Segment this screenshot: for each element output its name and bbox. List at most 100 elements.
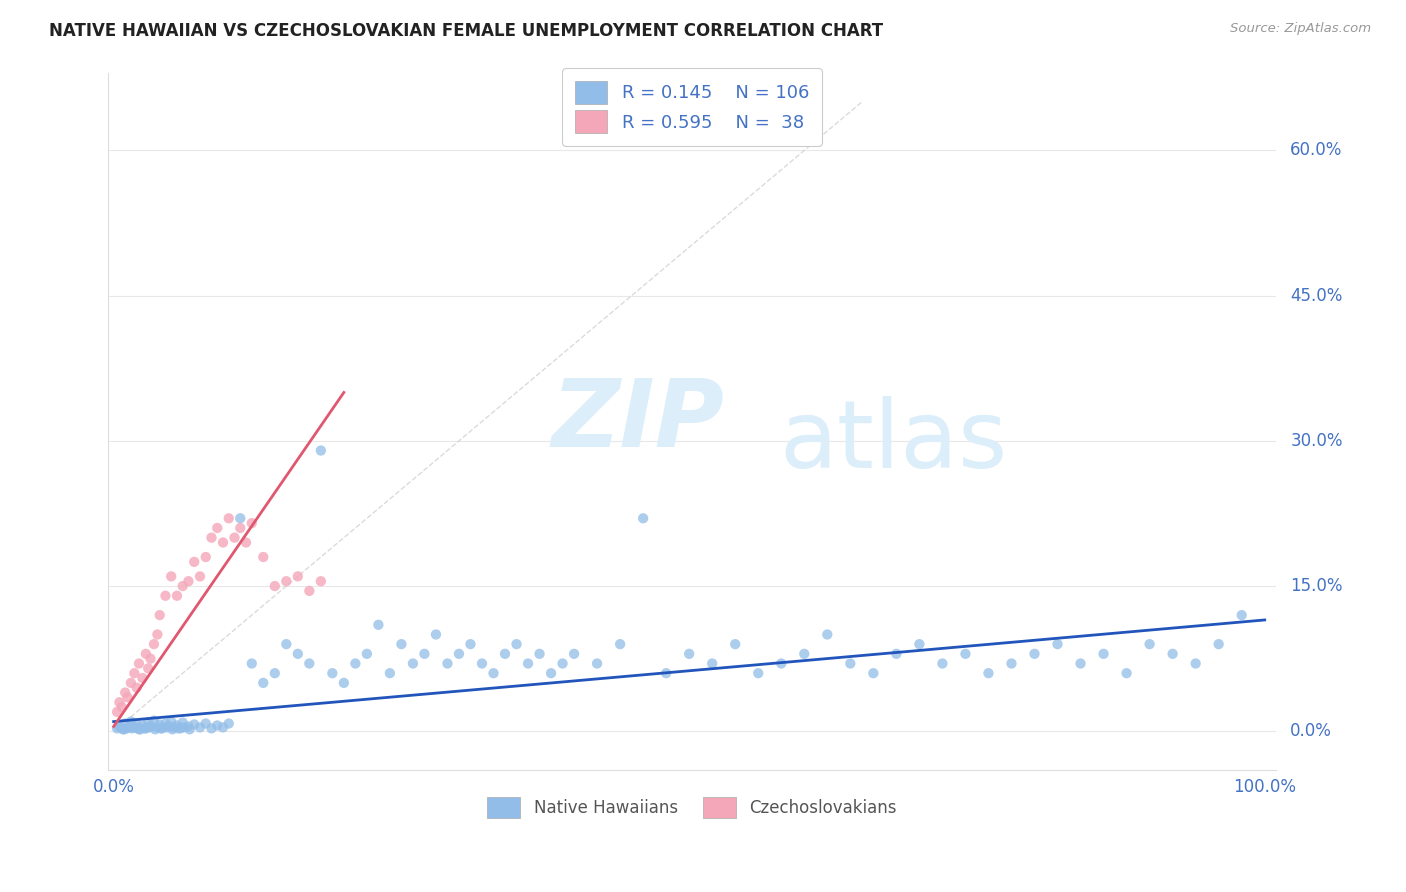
Point (586, 657, 609, 671)
Point (162, 720, 184, 734)
Point (321, 666, 343, 681)
Point (655, 666, 678, 681)
Point (309, 574, 332, 589)
Point (108, 695, 131, 709)
Point (908, 637, 931, 651)
Point (747, 666, 769, 681)
Point (413, 647, 436, 661)
Point (218, 716, 240, 731)
Point (183, 717, 205, 731)
Text: Source: ZipAtlas.com: Source: ZipAtlas.com (1230, 22, 1371, 36)
Point (505, 637, 527, 651)
Point (562, 647, 585, 661)
Point (252, 676, 274, 690)
Point (402, 657, 425, 671)
Point (160, 569, 183, 583)
Point (229, 521, 252, 535)
Point (117, 719, 139, 733)
Point (367, 617, 389, 632)
Point (138, 720, 160, 734)
Point (1046, 637, 1069, 651)
Point (240, 657, 263, 671)
Point (135, 647, 157, 661)
Point (149, 717, 172, 731)
Point (815, 627, 838, 641)
Point (110, 720, 132, 734)
Point (125, 681, 148, 695)
Point (162, 723, 184, 737)
Point (128, 657, 150, 671)
Point (125, 717, 148, 731)
Text: 30.0%: 30.0% (1291, 432, 1343, 450)
Point (166, 718, 188, 732)
Point (482, 666, 505, 681)
Point (218, 511, 240, 525)
Point (460, 637, 482, 651)
Point (724, 637, 747, 651)
Point (129, 723, 152, 737)
Point (135, 722, 157, 736)
Point (931, 657, 953, 671)
Text: 60.0%: 60.0% (1291, 142, 1343, 160)
Point (177, 719, 200, 733)
Point (124, 720, 146, 734)
Point (124, 666, 146, 681)
Text: 0.0%: 0.0% (1291, 723, 1331, 740)
Point (678, 647, 700, 661)
Point (551, 657, 574, 671)
Point (471, 657, 494, 671)
Point (529, 647, 551, 661)
Point (263, 666, 285, 681)
Text: atlas: atlas (780, 396, 1008, 489)
Point (139, 651, 162, 665)
Point (1070, 657, 1092, 671)
Point (105, 722, 128, 736)
Point (117, 690, 139, 705)
Point (128, 723, 150, 737)
Point (344, 657, 367, 671)
Point (702, 657, 724, 671)
Point (886, 647, 908, 661)
Text: NATIVE HAWAIIAN VS CZECHOSLOVAKIAN FEMALE UNEMPLOYMENT CORRELATION CHART: NATIVE HAWAIIAN VS CZECHOSLOVAKIAN FEMAL… (49, 22, 883, 40)
Point (276, 637, 298, 651)
Point (540, 666, 562, 681)
Text: 45.0%: 45.0% (1291, 286, 1343, 305)
Point (150, 722, 173, 736)
Point (124, 720, 146, 734)
Point (155, 589, 177, 603)
Point (194, 549, 217, 564)
Point (252, 549, 274, 564)
Point (172, 715, 194, 730)
Point (139, 719, 162, 733)
Point (276, 574, 298, 589)
Point (167, 722, 190, 736)
Point (177, 574, 200, 589)
Point (200, 722, 222, 736)
Point (1184, 657, 1206, 671)
Point (108, 719, 131, 733)
Point (298, 657, 321, 671)
Point (977, 666, 1000, 681)
Point (1092, 647, 1115, 661)
Point (173, 720, 195, 734)
Point (149, 722, 172, 736)
Point (229, 511, 252, 525)
Point (146, 720, 169, 734)
Point (378, 666, 401, 681)
Point (142, 714, 165, 728)
Point (839, 657, 862, 671)
Legend: Native Hawaiians, Czechoslovakians: Native Hawaiians, Czechoslovakians (481, 790, 904, 824)
Point (200, 531, 222, 545)
Point (770, 657, 793, 671)
Point (166, 589, 188, 603)
Point (117, 722, 139, 736)
Point (112, 723, 135, 737)
Point (287, 647, 309, 661)
Point (287, 569, 309, 583)
Point (240, 516, 263, 530)
Point (1161, 647, 1184, 661)
Point (298, 583, 321, 598)
Point (425, 627, 447, 641)
Point (143, 723, 166, 737)
Point (356, 647, 378, 661)
